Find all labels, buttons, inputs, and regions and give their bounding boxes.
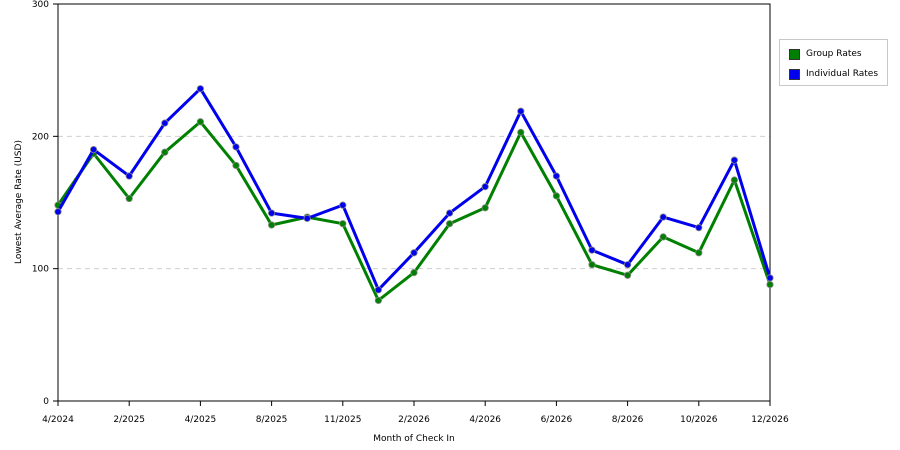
point-group-rates-9: [374, 296, 382, 305]
point-group-rates-13: [517, 128, 525, 136]
point-individual-rates-8: [339, 201, 347, 209]
y-axis-title: Lowest Average Rate (USD): [14, 140, 24, 264]
x-tick-label-1: 2/2025: [113, 415, 145, 425]
plot-area-border: [57, 3, 771, 402]
point-group-rates-11: [445, 220, 454, 228]
point-individual-rates-14: [552, 172, 561, 180]
point-individual-rates-15: [588, 246, 596, 254]
legend-swatch-group-rates: [789, 48, 800, 60]
point-group-rates-8: [339, 220, 347, 228]
y-tick-label-0: 0: [43, 397, 49, 407]
x-tick-label-6: 4/2026: [469, 415, 501, 425]
point-individual-rates-2: [125, 172, 133, 180]
point-group-rates-15: [588, 261, 596, 269]
x-tick-label-9: 10/2026: [680, 415, 718, 425]
y-tick-label-200: 200: [32, 132, 49, 142]
y-tick-label-100: 100: [32, 265, 49, 275]
point-individual-rates-10: [410, 249, 418, 257]
legend-item-individual-rates: Individual Rates: [789, 67, 878, 81]
point-group-rates-16: [623, 271, 632, 279]
legend-swatch-individual-rates: [789, 68, 800, 80]
point-group-rates-19: [730, 176, 739, 184]
gridlines: [58, 135, 770, 270]
point-group-rates-5: [232, 161, 240, 170]
point-individual-rates-1: [90, 145, 98, 154]
x-tick-label-3: 8/2025: [256, 415, 288, 425]
axes: [57, 3, 771, 402]
x-tick-label-4: 11/2025: [324, 415, 361, 425]
point-group-rates-4: [196, 118, 204, 126]
x-tick-label-5: 2/2026: [398, 415, 430, 425]
point-individual-rates-13: [517, 107, 525, 115]
point-group-rates-2: [125, 194, 133, 203]
x-tick-label-10: 12/2026: [751, 415, 789, 425]
point-individual-rates-12: [481, 183, 489, 191]
point-individual-rates-0: [54, 208, 62, 216]
x-axis-title: Month of Check In: [373, 434, 455, 444]
point-individual-rates-19: [730, 156, 739, 164]
x-tick-label-8: 8/2026: [612, 415, 644, 425]
point-individual-rates-6: [267, 209, 276, 217]
point-group-rates-18: [695, 249, 703, 257]
point-individual-rates-7: [303, 214, 311, 222]
point-group-rates-20: [766, 280, 774, 289]
series: [54, 85, 774, 305]
point-group-rates-6: [267, 221, 276, 229]
point-group-rates-12: [481, 204, 489, 212]
legend-label-individual-rates: Individual Rates: [806, 69, 879, 79]
y-tick-label-300: 300: [32, 0, 49, 10]
point-individual-rates-20: [766, 274, 774, 282]
x-tick-label-2: 4/2025: [185, 415, 217, 425]
point-individual-rates-11: [445, 209, 454, 217]
point-group-rates-3: [161, 148, 169, 156]
y-axis-ticks: 0 100 200 300: [32, 0, 58, 407]
point-individual-rates-3: [161, 119, 169, 127]
x-tick-label-7: 6/2026: [541, 415, 573, 425]
point-individual-rates-9: [374, 286, 382, 294]
point-individual-rates-5: [232, 143, 240, 151]
point-individual-rates-18: [695, 224, 703, 232]
point-group-rates-10: [410, 269, 418, 277]
x-axis-ticks: 4/2024 2/2025 4/2025 8/2025 11/2025 2/2026 4/2…: [42, 401, 789, 425]
legend-label-group-rates: Group Rates: [806, 49, 862, 59]
point-group-rates-17: [659, 233, 667, 241]
series-line-individual-rates: [56, 87, 772, 292]
point-individual-rates-4: [196, 85, 204, 93]
point-group-rates-14: [552, 192, 561, 200]
point-individual-rates-17: [659, 213, 667, 221]
legend: Group Rates Individual Rates: [779, 39, 888, 86]
legend-item-group-rates: Group Rates: [789, 47, 862, 61]
x-tick-label-0: 4/2024: [42, 415, 74, 425]
point-individual-rates-16: [623, 261, 632, 269]
